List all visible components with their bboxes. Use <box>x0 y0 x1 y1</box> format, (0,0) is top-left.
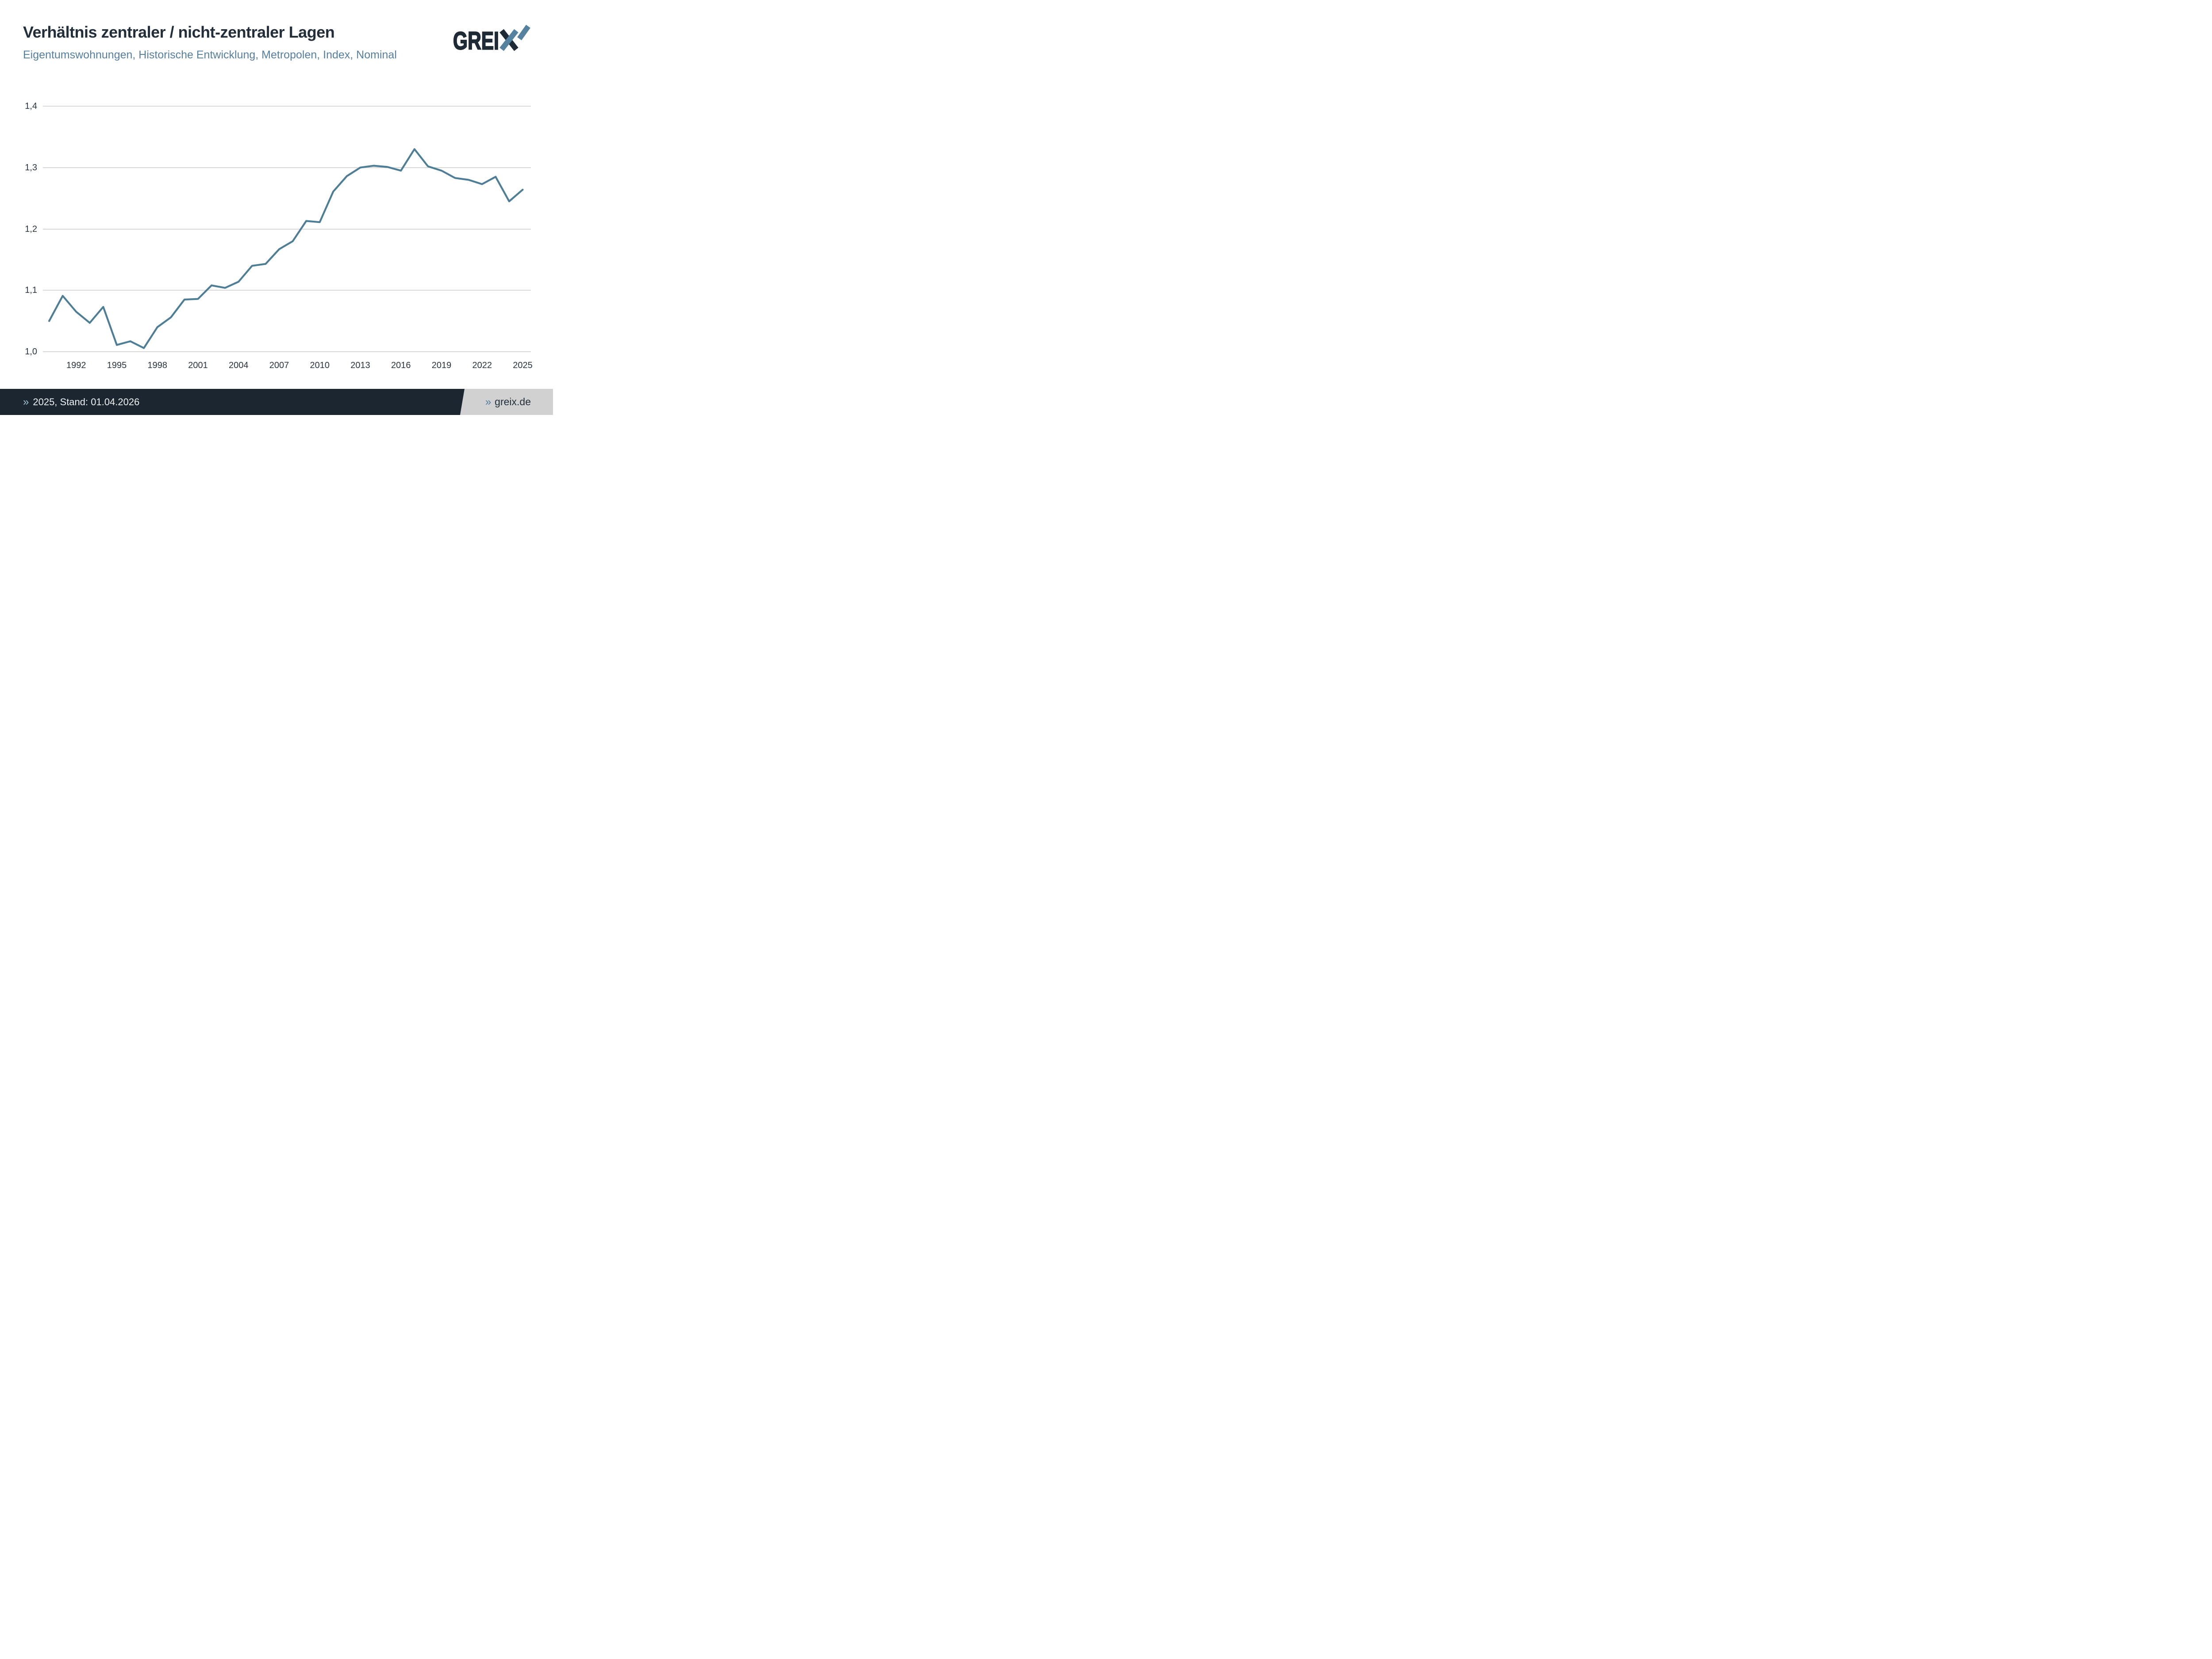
x-axis-label: 2022 <box>472 361 492 370</box>
gridline <box>43 351 531 352</box>
gridline <box>43 167 531 168</box>
x-axis-label: 2001 <box>188 361 208 370</box>
logo-text: GREI <box>453 27 499 55</box>
x-axis-label: 2025 <box>513 361 533 370</box>
x-axis-label: 2019 <box>431 361 452 370</box>
y-axis-label: 1,1 <box>25 285 37 296</box>
footer-status: » 2025, Stand: 01.04.2026 <box>23 389 139 415</box>
gridline <box>43 228 531 230</box>
x-axis-label: 1995 <box>107 361 127 370</box>
x-axis-label: 2016 <box>391 361 411 370</box>
logo-x-slash-stroke <box>499 29 518 51</box>
ratio-line-chart: 1,0 1,1 1,2 1,3 1,4 1992 1995 1998 2001 2004 2007… <box>0 0 553 415</box>
x-axis-label: 2007 <box>269 361 289 370</box>
footer-status-text: 2025, Stand: 01.04.2026 <box>33 396 140 407</box>
greix-chart-page: Verhältnis zentraler / nicht-zentraler L… <box>0 0 553 415</box>
chevron-icon: » <box>23 396 29 408</box>
x-axis-label: 2004 <box>228 361 249 370</box>
y-axis-label: 1,2 <box>25 224 37 234</box>
x-axis-label: 2010 <box>310 361 330 370</box>
page-title: Verhältnis zentraler / nicht-zentraler L… <box>23 23 335 41</box>
greix-logo: GREI <box>453 25 532 56</box>
footer-bar: » 2025, Stand: 01.04.2026 » greix.de <box>0 389 553 415</box>
index-series-line <box>48 148 524 349</box>
x-axis-label: 1998 <box>147 361 167 370</box>
plot-area <box>48 148 524 349</box>
greix-logo-graphic: GREI <box>453 25 530 56</box>
y-axis-label: 1,0 <box>25 347 37 357</box>
gridline <box>43 106 531 107</box>
logo-accent-slash-icon <box>517 25 530 40</box>
y-axis-label: 1,3 <box>25 162 37 173</box>
footer-website-text: greix.de <box>495 396 531 407</box>
footer-website-panel: » greix.de <box>460 389 553 415</box>
gridline <box>43 290 531 291</box>
x-axis-label: 1992 <box>66 361 86 370</box>
page-subtitle: Eigentumswohnungen, Historische Entwickl… <box>23 49 397 61</box>
y-axis-label: 1,4 <box>25 101 37 111</box>
chevron-icon: » <box>485 396 492 408</box>
x-axis-label: 2013 <box>350 361 370 370</box>
